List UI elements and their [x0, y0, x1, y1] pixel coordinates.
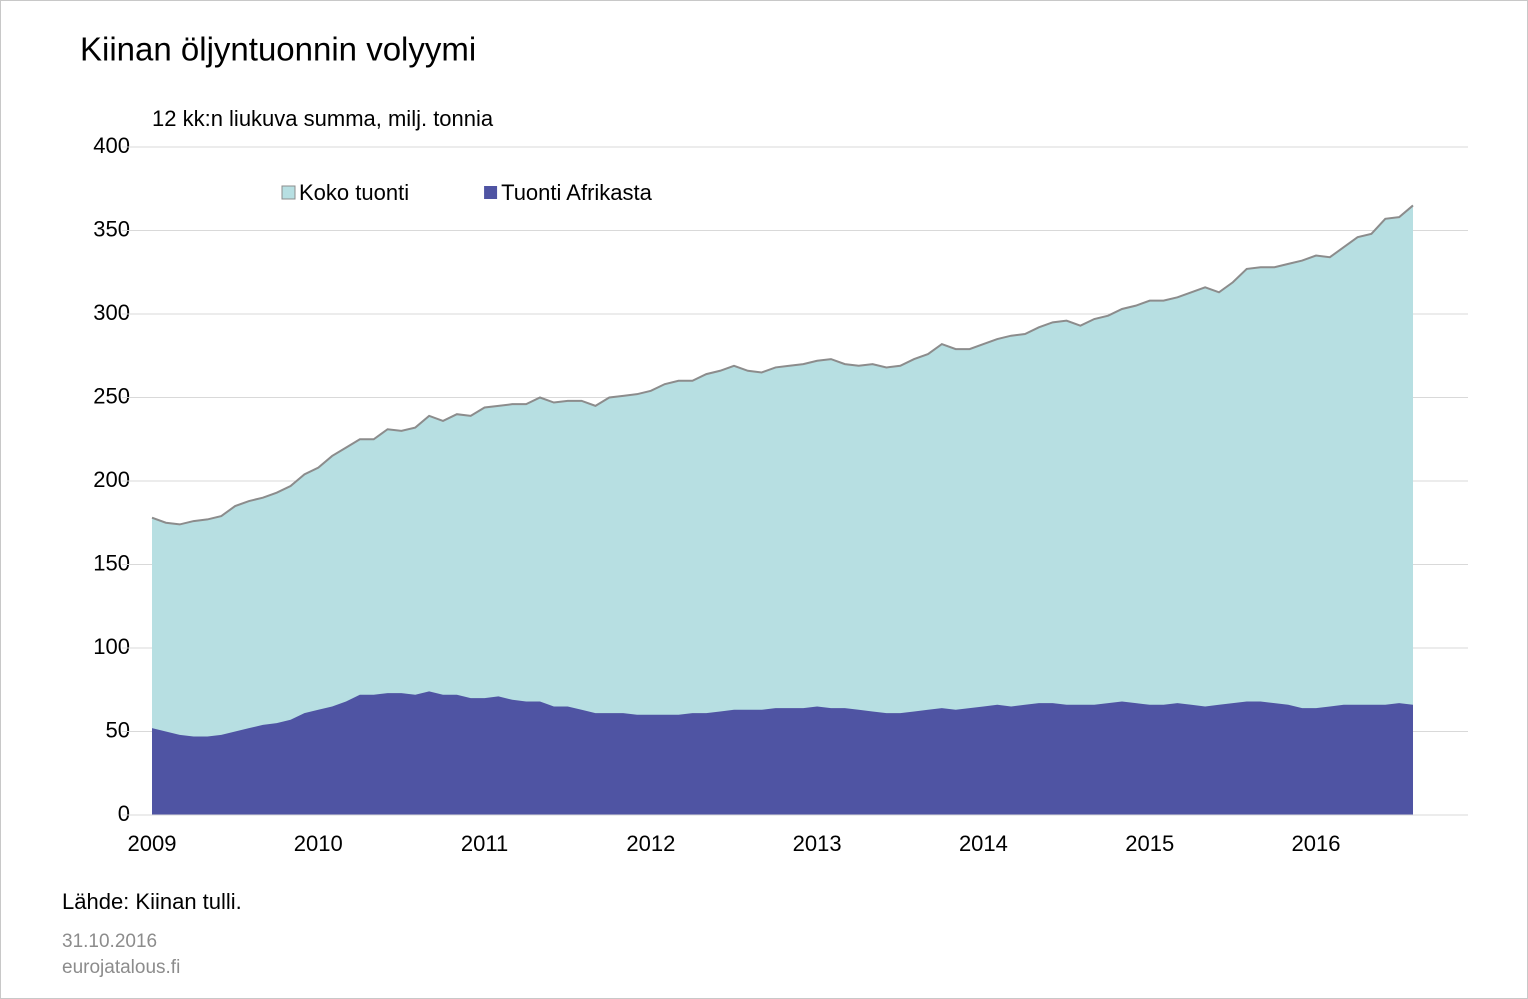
site: eurojatalous.fi — [62, 957, 180, 978]
x-tick-label: 2009 — [128, 831, 177, 856]
x-tick-label: 2010 — [294, 831, 343, 856]
chart-subtitle: 12 kk:n liukuva summa, milj. tonnia — [152, 106, 494, 131]
y-tick-label: 100 — [93, 634, 130, 659]
area — [152, 205, 1413, 815]
legend-label: Koko tuonti — [299, 180, 409, 205]
y-tick-label: 400 — [93, 133, 130, 158]
date: 31.10.2016 — [62, 931, 157, 952]
source: Lähde: Kiinan tulli. — [62, 889, 242, 914]
y-tick-label: 250 — [93, 383, 130, 408]
y-tick-label: 300 — [93, 300, 130, 325]
area-line — [151, 204, 1414, 526]
y-tick-label: 50 — [106, 717, 130, 742]
x-tick-label: 2014 — [959, 831, 1008, 856]
y-tick-label: 200 — [93, 467, 130, 492]
x-tick-label: 2015 — [1125, 831, 1174, 856]
legend-swatch — [281, 185, 296, 200]
x-tick-label: 2013 — [793, 831, 842, 856]
area — [152, 691, 1413, 815]
x-tick-label: 2012 — [626, 831, 675, 856]
x-tick-label: 2016 — [1292, 831, 1341, 856]
legend-swatch — [484, 186, 498, 199]
chart-title: Kiinan öljyntuonnin volyymi — [80, 31, 476, 68]
y-tick-label: 350 — [93, 216, 130, 241]
y-tick-label: 0 — [118, 801, 130, 826]
y-tick-label: 150 — [93, 550, 130, 575]
x-tick-label: 2011 — [461, 831, 508, 856]
legend-label: Tuonti Afrikasta — [501, 180, 653, 205]
